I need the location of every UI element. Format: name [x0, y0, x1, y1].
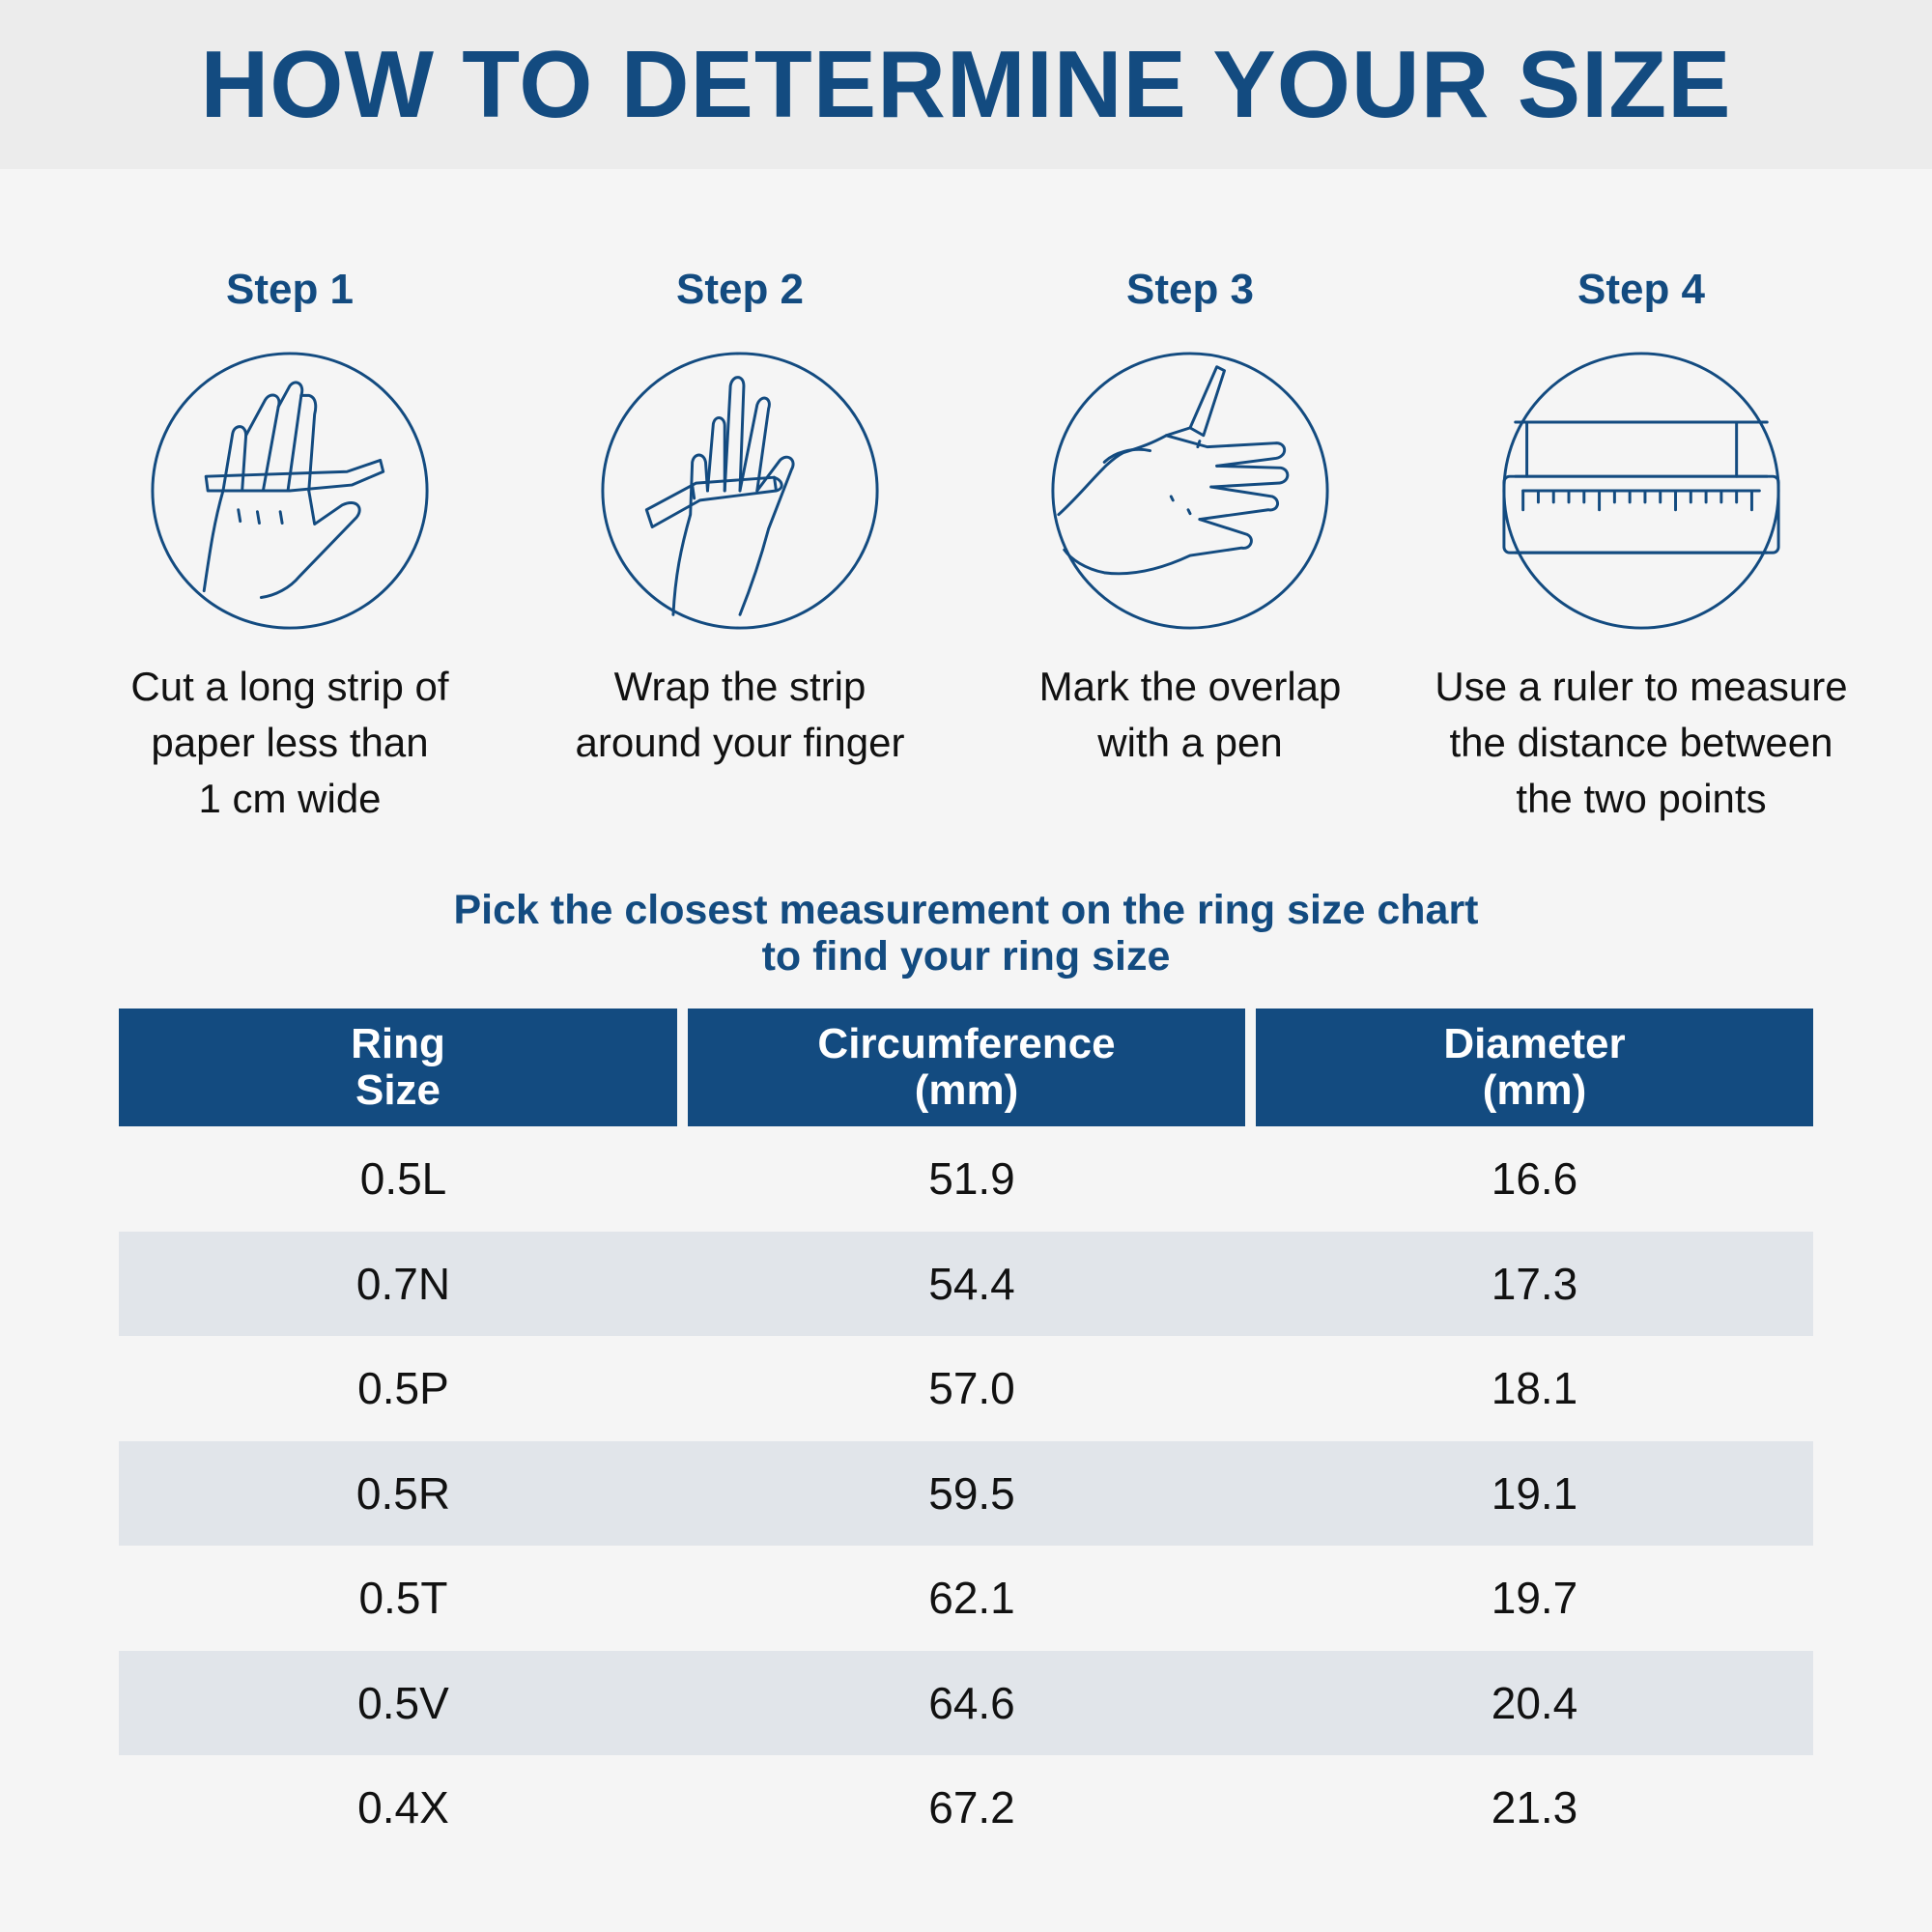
header-bar: HOW TO DETERMINE YOUR SIZE — [0, 0, 1932, 169]
table-row: 0.7N 54.4 17.3 — [119, 1231, 1813, 1336]
step-3: Step 3 Mark the overlap with a pen — [949, 261, 1432, 771]
step-description: Wrap the strip around your finger — [575, 664, 905, 765]
table-row: 0.4X 67.2 21.3 — [119, 1755, 1813, 1861]
table-row: 0.5V 64.6 20.4 — [119, 1650, 1813, 1755]
diameter-cell: 17.3 — [1491, 1258, 1578, 1309]
table-header: Ring Size Circumference (mm) Diameter (m… — [119, 1009, 1813, 1126]
step-title: Step 1 — [225, 266, 355, 313]
hand-marking-pen-icon — [1051, 352, 1329, 630]
diameter-cell: 19.7 — [1491, 1573, 1578, 1624]
step-description: Mark the overlap with a pen — [1038, 664, 1342, 765]
page-title: HOW TO DETERMINE YOUR SIZE — [200, 31, 1732, 137]
table-row: 0.5R 59.5 19.1 — [119, 1440, 1813, 1546]
diameter-cell: 16.6 — [1491, 1153, 1578, 1205]
circumference-cell: 64.6 — [928, 1677, 1015, 1728]
instruction-text: Pick the closest measurement on the ring… — [453, 887, 1479, 980]
ruler-icon — [1502, 352, 1780, 630]
step-title: Step 2 — [675, 266, 805, 313]
table-row: 0.5P 57.0 18.1 — [119, 1336, 1813, 1441]
hand-cutting-strip-icon — [151, 352, 429, 630]
circumference-cell: 57.0 — [928, 1363, 1015, 1414]
hand-wrapping-strip-icon — [601, 352, 879, 630]
ring-size-cell: 0.5P — [357, 1363, 449, 1414]
ring-size-cell: 0.7N — [355, 1258, 451, 1309]
ring-size-cell: 0.5R — [355, 1467, 451, 1519]
column-header-diameter: Diameter (mm) — [1256, 1009, 1813, 1126]
table-row: 0.5L 51.9 16.6 — [119, 1126, 1813, 1232]
ring-size-cell: 0.5T — [358, 1573, 448, 1624]
step-1: Step 1 Cut a long strip of paper less th… — [48, 261, 531, 827]
circumference-cell: 54.4 — [928, 1258, 1015, 1309]
circumference-cell: 51.9 — [928, 1153, 1015, 1205]
diameter-cell: 18.1 — [1491, 1363, 1578, 1414]
ring-size-table: Ring Size Circumference (mm) Diameter (m… — [119, 1009, 1813, 1861]
circumference-cell: 59.5 — [928, 1467, 1015, 1519]
column-header-circumference: Circumference (mm) — [688, 1009, 1245, 1126]
diameter-cell: 21.3 — [1491, 1782, 1578, 1833]
step-title: Step 3 — [1125, 266, 1255, 313]
step-4: Step 4 Use a ruler to measure the distan… — [1400, 261, 1883, 827]
step-description: Cut a long strip of paper less than 1 cm… — [130, 664, 449, 821]
steps-section: Step 1 Cut a long strip of paper less th… — [0, 261, 1932, 840]
diameter-cell: 19.1 — [1491, 1467, 1578, 1519]
column-header-ring-size: Ring Size — [119, 1009, 677, 1126]
circumference-cell: 67.2 — [928, 1782, 1015, 1833]
ring-size-cell: 0.4X — [357, 1782, 449, 1833]
ring-size-cell: 0.5L — [359, 1153, 447, 1205]
circumference-cell: 62.1 — [928, 1573, 1015, 1624]
diameter-cell: 20.4 — [1491, 1677, 1578, 1728]
table-row: 0.5T 62.1 19.7 — [119, 1546, 1813, 1651]
step-description: Use a ruler to measure the distance betw… — [1435, 664, 1848, 821]
step-title: Step 4 — [1577, 266, 1706, 313]
ring-size-cell: 0.5V — [357, 1677, 449, 1728]
step-2: Step 2 Wrap the strip around your finger — [498, 261, 981, 771]
